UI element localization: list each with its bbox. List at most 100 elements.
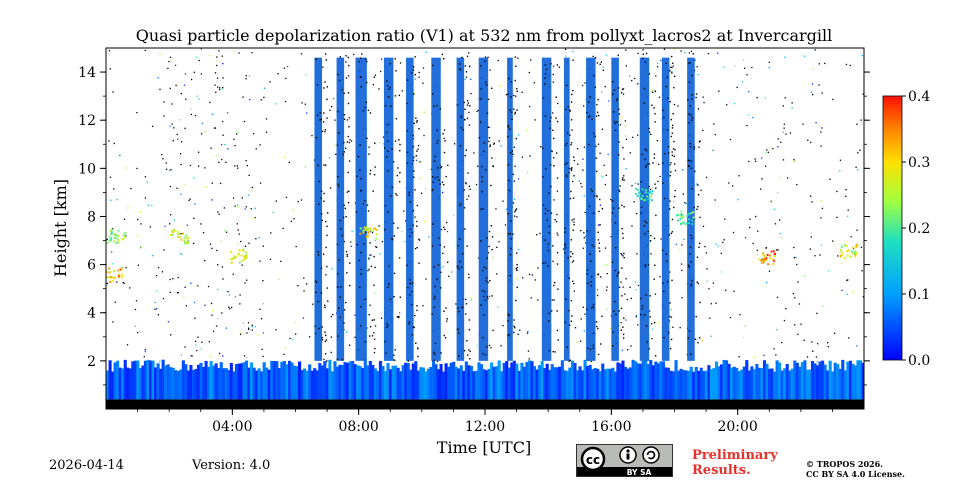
speckle-point bbox=[777, 249, 779, 251]
column-speckle bbox=[368, 313, 370, 316]
depol-patch-cell bbox=[772, 263, 775, 266]
boundary-layer-cell bbox=[687, 370, 691, 400]
column-speckle bbox=[391, 186, 394, 189]
column-speckle bbox=[542, 176, 544, 178]
column-speckle bbox=[386, 322, 388, 325]
column-speckle bbox=[616, 97, 619, 100]
speckle-point bbox=[798, 303, 801, 305]
depol-patch-cell bbox=[106, 241, 109, 244]
column-speckle bbox=[461, 306, 464, 309]
boundary-layer-cell bbox=[401, 365, 405, 400]
column-speckle bbox=[348, 160, 351, 162]
speckle-point bbox=[372, 84, 375, 86]
column-speckle bbox=[593, 245, 595, 248]
speckle-point bbox=[599, 152, 601, 154]
speckle-point bbox=[159, 360, 161, 363]
speckle-point bbox=[597, 224, 600, 226]
speckle-point bbox=[238, 52, 240, 54]
depol-patch-cell bbox=[762, 253, 765, 256]
speckle-point bbox=[418, 76, 420, 78]
boundary-layer-cell bbox=[151, 360, 155, 400]
boundary-layer-cell bbox=[677, 370, 681, 400]
boundary-layer-cell bbox=[333, 361, 337, 400]
speckle-point bbox=[374, 325, 377, 327]
speckle-point bbox=[694, 59, 696, 61]
boundary-layer-cell bbox=[108, 360, 112, 400]
speckle-point bbox=[366, 327, 368, 329]
speckle-point bbox=[466, 55, 469, 57]
speckle-point bbox=[418, 239, 421, 241]
speckle-point bbox=[300, 199, 303, 201]
depol-patch-cell bbox=[687, 213, 690, 216]
speckle-point bbox=[784, 56, 786, 58]
column-speckle bbox=[670, 162, 672, 164]
column-speckle bbox=[412, 282, 414, 284]
speckle-point bbox=[144, 349, 146, 351]
speckle-point bbox=[197, 285, 199, 287]
column-speckle bbox=[572, 229, 574, 231]
speckle-point bbox=[700, 189, 702, 191]
column-speckle bbox=[315, 332, 317, 335]
speckle-point bbox=[421, 192, 423, 194]
speckle-point bbox=[756, 249, 758, 251]
column-speckle bbox=[697, 184, 699, 186]
speckle-point bbox=[658, 96, 661, 98]
column-speckle bbox=[617, 54, 619, 56]
speckle-point bbox=[513, 215, 516, 217]
boundary-layer-cell bbox=[740, 369, 744, 400]
boundary-layer-cell bbox=[846, 361, 850, 400]
column-speckle bbox=[434, 342, 437, 345]
column-speckle bbox=[573, 218, 575, 220]
speckle-point bbox=[495, 208, 497, 210]
speckle-point bbox=[428, 236, 430, 238]
column-speckle bbox=[698, 337, 701, 339]
speckle-point bbox=[705, 176, 708, 179]
speckle-point bbox=[381, 240, 384, 243]
column-speckle bbox=[387, 286, 389, 288]
cloud-column bbox=[611, 57, 619, 361]
speckle-point bbox=[194, 203, 196, 205]
column-speckle bbox=[623, 179, 625, 181]
boundary-layer-cell bbox=[694, 366, 698, 400]
column-speckle bbox=[323, 253, 325, 255]
column-speckle bbox=[691, 279, 693, 282]
depol-patch-cell bbox=[840, 245, 843, 248]
column-speckle bbox=[492, 329, 494, 332]
speckle-point bbox=[709, 317, 711, 319]
column-speckle bbox=[318, 203, 320, 205]
depol-patch-cell bbox=[240, 259, 243, 262]
speckle-point bbox=[380, 317, 383, 319]
speckle-point bbox=[168, 60, 170, 63]
speckle-point bbox=[285, 77, 287, 80]
speckle-point bbox=[282, 227, 284, 230]
boundary-layer-cell bbox=[477, 362, 481, 400]
depol-patch-cell bbox=[230, 261, 233, 264]
speckle-point bbox=[251, 51, 253, 54]
depol-patch-cell bbox=[636, 189, 639, 192]
speckle-point bbox=[654, 91, 657, 93]
column-speckle bbox=[398, 316, 400, 319]
column-speckle bbox=[465, 303, 468, 305]
boundary-layer-cell bbox=[474, 370, 478, 400]
column-speckle bbox=[553, 165, 555, 167]
speckle-point bbox=[250, 208, 252, 210]
column-speckle bbox=[597, 273, 599, 276]
column-speckle bbox=[412, 66, 415, 68]
boundary-layer-cell bbox=[454, 366, 458, 400]
column-speckle bbox=[412, 159, 415, 162]
speckle-point bbox=[756, 96, 758, 99]
speckle-point bbox=[537, 267, 539, 269]
boundary-layer-cell bbox=[742, 366, 746, 400]
speckle-point bbox=[845, 63, 848, 66]
speckle-point bbox=[300, 53, 303, 55]
speckle-point bbox=[847, 209, 849, 211]
column-speckle bbox=[464, 65, 467, 67]
column-speckle bbox=[653, 321, 656, 324]
speckle-point bbox=[121, 266, 123, 269]
column-speckle bbox=[507, 164, 510, 166]
column-speckle bbox=[485, 267, 487, 270]
depol-patch-cell bbox=[773, 255, 776, 258]
speckle-point bbox=[537, 299, 539, 301]
speckle-point bbox=[193, 301, 196, 304]
speckle-point bbox=[127, 207, 129, 209]
